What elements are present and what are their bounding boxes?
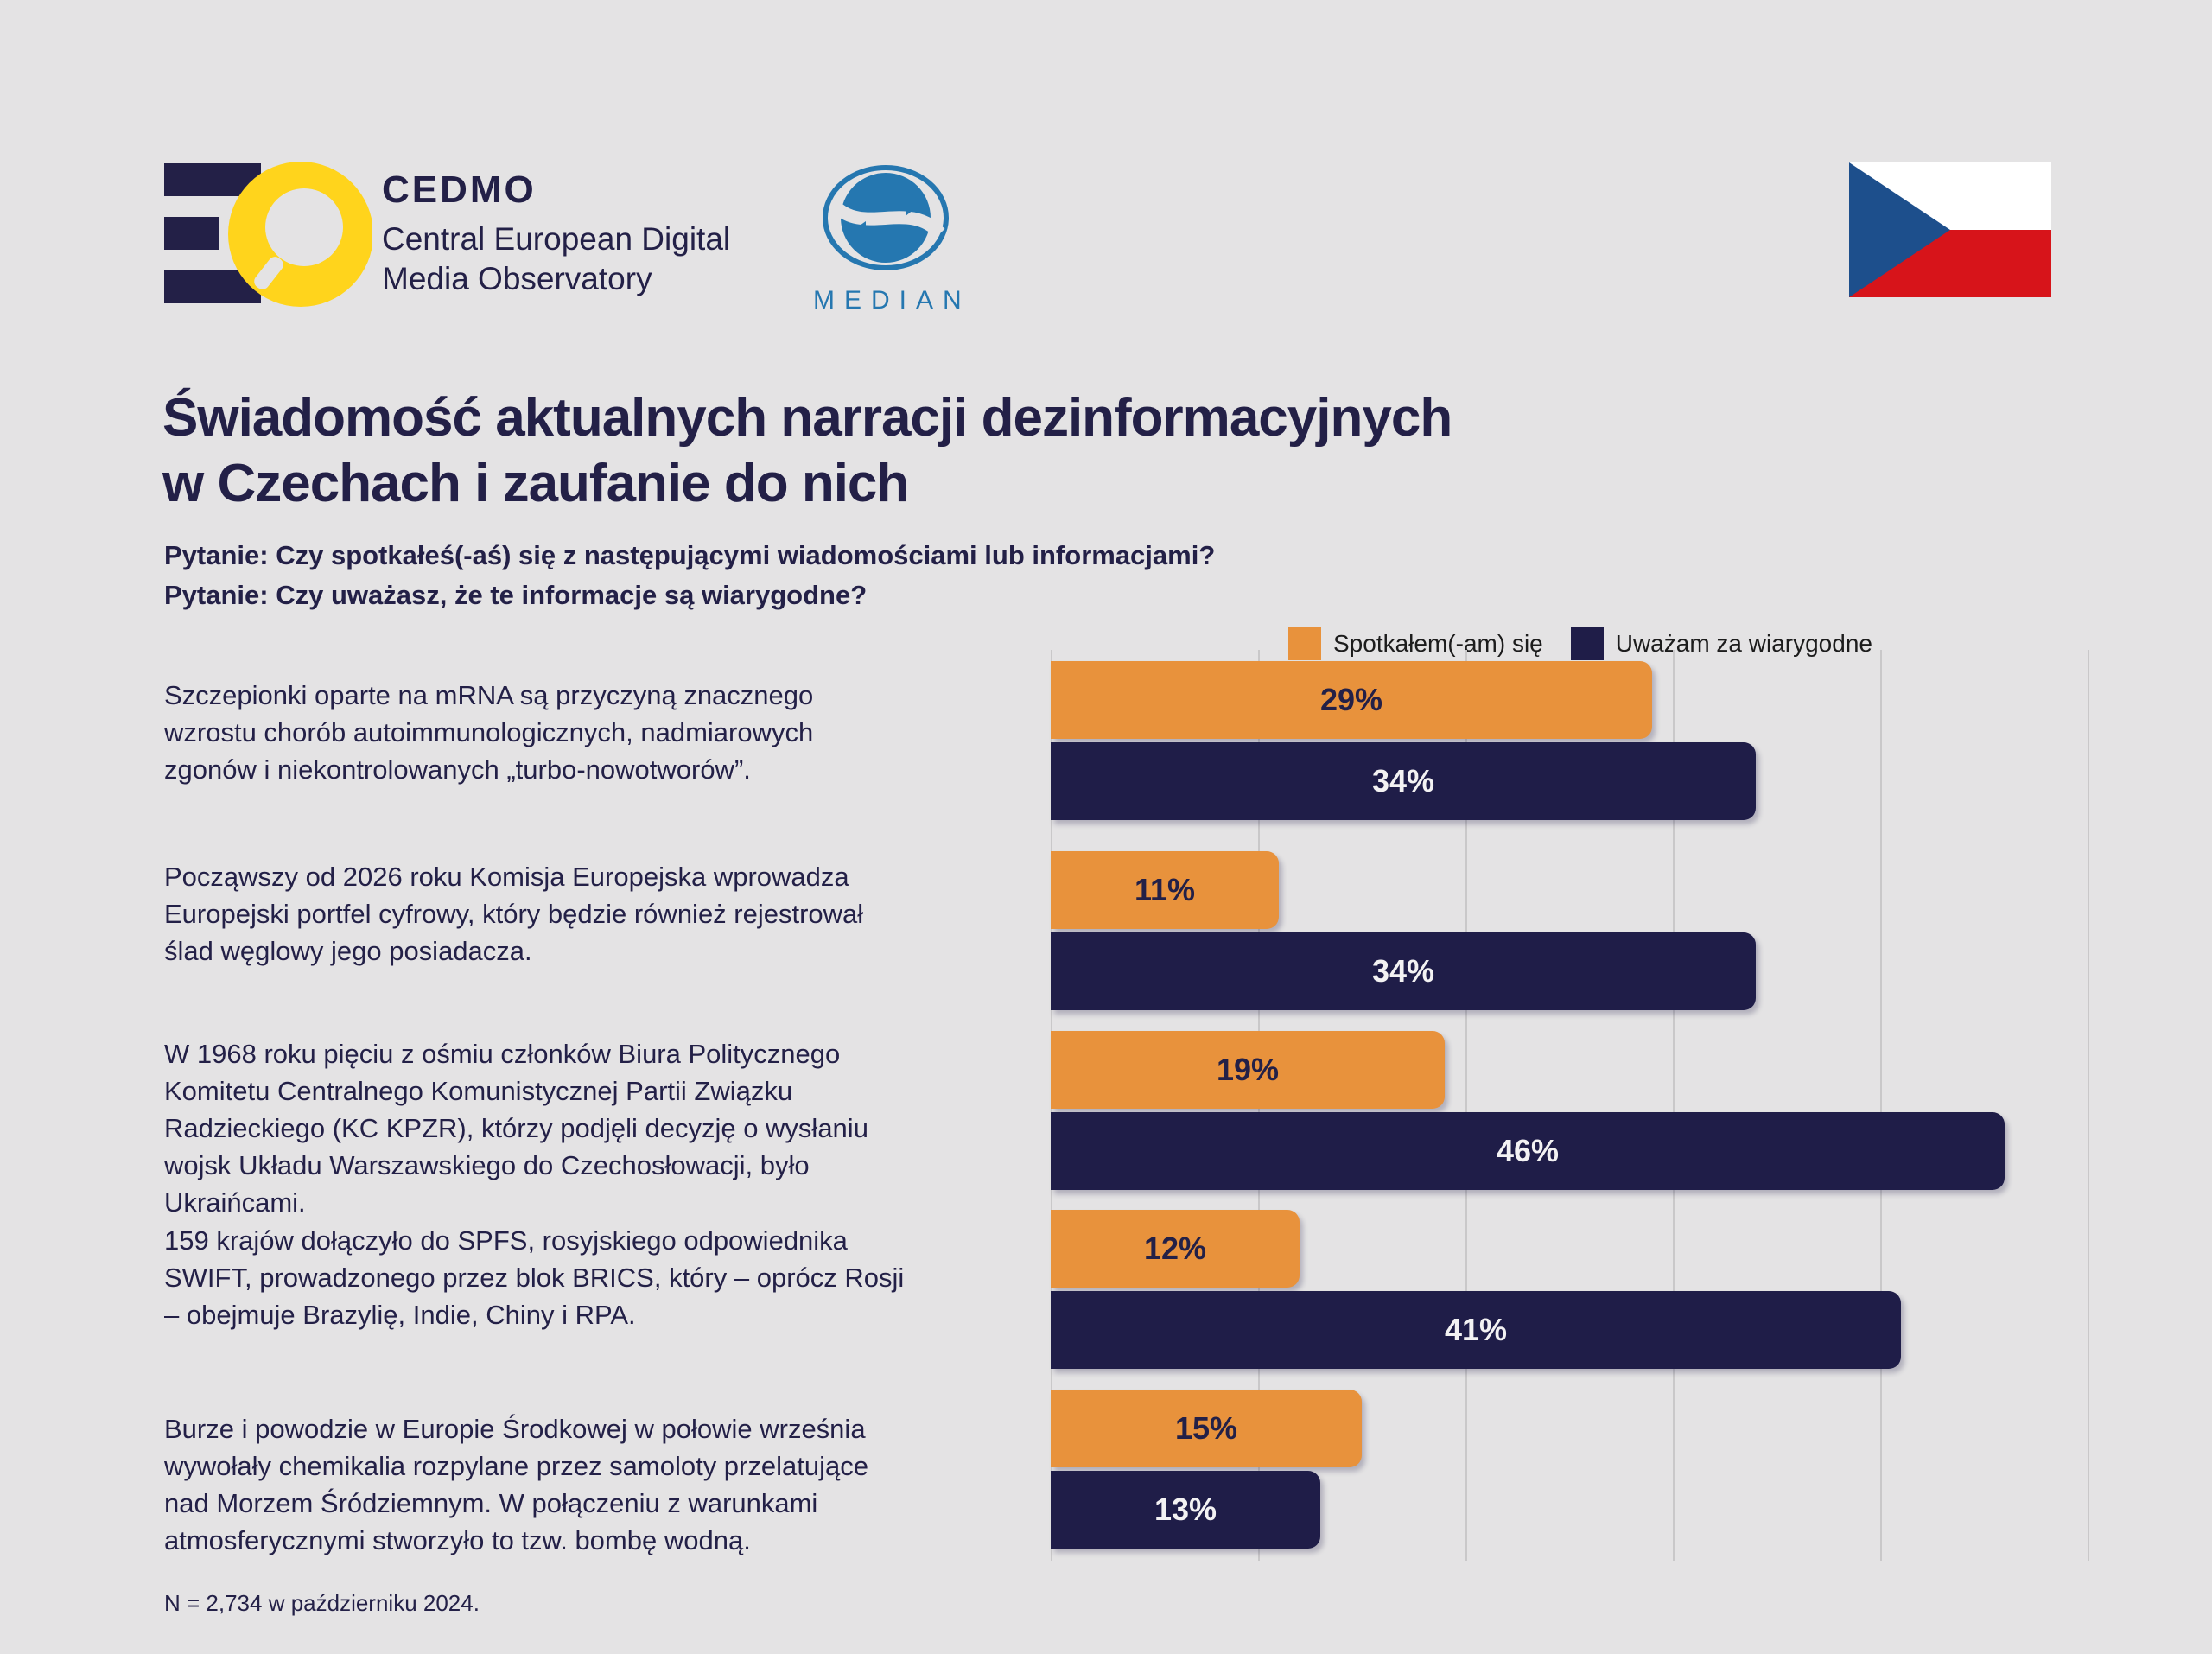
gridline-20 <box>1465 650 1467 1561</box>
bar-seen-2: 11% <box>1051 851 1279 929</box>
question-2: Pytanie: Czy uważasz, że te informacje s… <box>164 580 868 610</box>
bar-trust-3: 46% <box>1051 1112 2005 1190</box>
legend-label-seen: Spotkałem(-am) się <box>1333 630 1543 657</box>
legend-label-trust: Uważam za wiarygodne <box>1615 630 1872 657</box>
statement-2: Począwszy od 2026 roku Komisja Europejsk… <box>164 862 864 966</box>
chart-legend: Spotkałem(-am) się Uważam za wiarygodne <box>1288 627 1900 660</box>
title-line2: w Czechach i zaufanie do nich <box>162 454 909 513</box>
bar-seen-4: 12% <box>1051 1210 1300 1288</box>
legend-swatch-trust <box>1570 627 1604 660</box>
bar-seen-1: 29% <box>1051 661 1652 739</box>
median-logo: MEDIAN <box>804 157 968 315</box>
czech-flag <box>1849 162 2051 297</box>
bar-trust-5: 13% <box>1051 1471 1320 1549</box>
survey-questions: Pytanie: Czy spotkałeś(-aś) się z następ… <box>164 536 1215 615</box>
title-line1: Świadomość aktualnych narracji dezinform… <box>162 388 1452 448</box>
gridline-30 <box>1673 650 1675 1561</box>
gridline-40 <box>1880 650 1882 1561</box>
cedmo-brand-text: CEDMO <box>382 169 537 211</box>
legend-swatch-seen <box>1288 627 1321 660</box>
statement-4: 159 krajów dołączyło do SPFS, rosyjskieg… <box>164 1225 905 1330</box>
cedmo-sub-line1: Central European Digital <box>382 221 731 257</box>
bar-seen-3: 19% <box>1051 1031 1445 1109</box>
statement-5: Burze i powodzie w Europie Środkowej w p… <box>164 1414 868 1555</box>
gridline-50 <box>2088 650 2089 1561</box>
bar-seen-5: 15% <box>1051 1390 1362 1467</box>
bar-trust-1: 34% <box>1051 742 1756 820</box>
median-wordmark: MEDIAN <box>813 286 971 315</box>
sample-size-note: N = 2,734 w październiku 2024. <box>164 1590 480 1616</box>
bar-trust-2: 34% <box>1051 932 1756 1010</box>
statement-1: Szczepionki oparte na mRNA są przyczyną … <box>164 680 814 785</box>
cedmo-sub-line2: Media Observatory <box>382 261 652 296</box>
median-logo-icon <box>823 165 949 270</box>
statement-3: W 1968 roku pięciu z ośmiu członków Biur… <box>164 1039 868 1218</box>
page-title: Świadomość aktualnych narracji dezinform… <box>162 385 1452 517</box>
cedmo-logo-icon <box>164 162 372 307</box>
question-1: Pytanie: Czy spotkałeś(-aś) się z następ… <box>164 540 1216 570</box>
bar-trust-4: 41% <box>1051 1291 1901 1369</box>
cedmo-wordmark: CEDMO Central European Digital Media Obs… <box>382 171 730 299</box>
